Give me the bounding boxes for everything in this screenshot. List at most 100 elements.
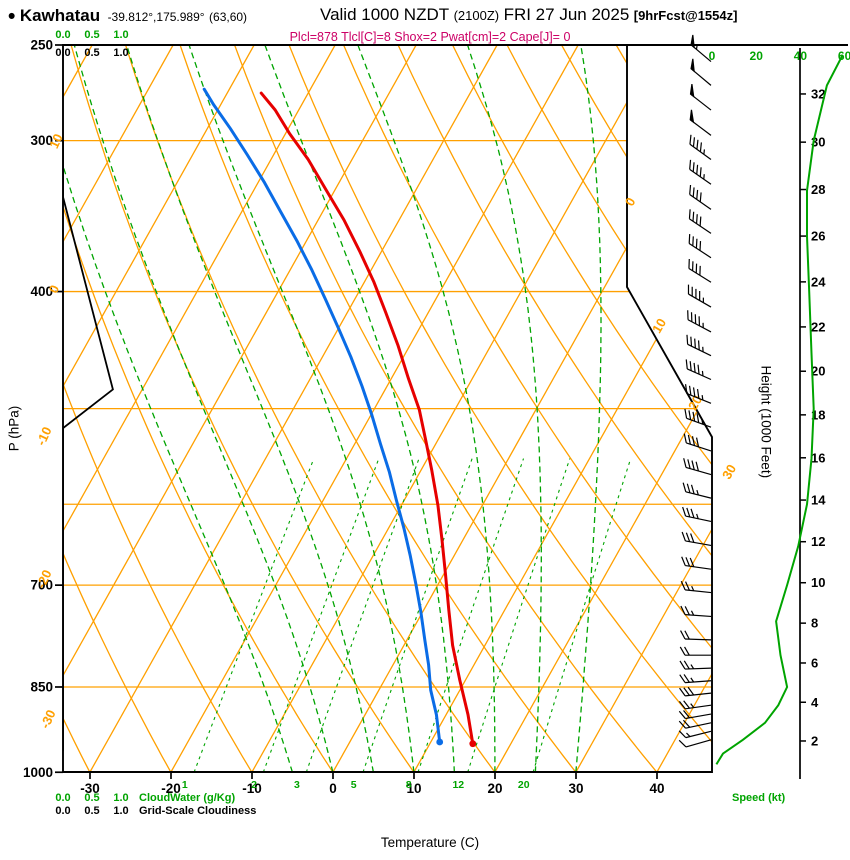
valid-date: FRI 27 Jun 2025 — [503, 5, 630, 24]
surface-dewpoint-dot — [436, 738, 444, 746]
mixing-ratio-label: 5 — [351, 779, 357, 791]
height-tick-label: 28 — [811, 182, 825, 197]
derived-parameters: Plcl=878 Tlcl[C]=8 Shox=2 Pwat[cm]=2 Cap… — [289, 30, 571, 44]
isotherm-line — [251, 45, 660, 772]
pressure-tick-label: 1000 — [23, 765, 53, 780]
scale-tick: 1.0 — [113, 805, 129, 817]
dewpoint-trace — [202, 87, 442, 744]
dry-adiabat-line — [63, 45, 334, 772]
scale-tick: 0.0 — [55, 792, 71, 804]
mixing-ratio-label: 20 — [518, 779, 530, 791]
valid-time: Valid 1000 NZDT — [320, 5, 450, 24]
temperature-tick-label: 20 — [487, 781, 502, 796]
speed-tick-label: 20 — [750, 49, 764, 63]
height-tick-label: 26 — [811, 229, 825, 244]
height-tick-label: 14 — [811, 493, 826, 508]
isotherm-label: 10 — [649, 316, 669, 336]
temperature-tick-label: -20 — [161, 781, 181, 796]
isotherm-label: 30 — [719, 462, 739, 482]
moist-adiabat-line — [466, 45, 542, 772]
temperature-trace — [259, 91, 475, 746]
moist-adiabat-line — [357, 45, 496, 772]
speed-axis-label: Speed (kt) — [732, 792, 786, 804]
valid-header: Valid 1000 NZDT (2100Z) FRI 27 Jun 2025 … — [320, 5, 737, 25]
pressure-ticks: 250 300 400 700 850 1000 — [23, 38, 63, 780]
moist-adiabat-line — [63, 45, 294, 772]
mixing-ratio-line — [417, 458, 525, 772]
pressure-tick-label: 850 — [30, 679, 53, 694]
cloudiness-profile-line — [63, 140, 114, 751]
isotherm-line — [63, 45, 174, 772]
temperature-tick-label: 10 — [406, 781, 421, 796]
isotherm-line — [63, 45, 336, 772]
mixing-ratio-labels: 1 2 3 5 8 12 20 — [182, 779, 530, 791]
speed-tick-label: 0 — [709, 49, 716, 63]
height-tick-label: 12 — [811, 534, 825, 549]
height-tick-label: 20 — [811, 364, 825, 379]
height-tick-label: 16 — [811, 450, 825, 465]
station-bullet: • — [8, 5, 16, 28]
moist-adiabat-line — [575, 45, 602, 772]
height-tick-label: 4 — [811, 695, 819, 710]
temperature-tick-label: 40 — [649, 781, 664, 796]
height-tick-label: 8 — [811, 616, 818, 631]
adiabat-labels: 100-10-20-30 — [33, 131, 66, 730]
cloudwater-axis-label: CloudWater (g/Kg) — [139, 792, 236, 804]
station-grid-ref: (63,60) — [209, 10, 248, 24]
pressure-tick-label: 250 — [30, 38, 53, 53]
adiabat-label: -20 — [33, 567, 55, 590]
pressure-tick-label: 700 — [30, 578, 53, 593]
dry-adiabat-line — [233, 45, 658, 772]
height-tick-label: 2 — [811, 733, 818, 748]
moist-adiabat-line — [188, 45, 415, 772]
pressure-axis-title: P (hPa) — [6, 405, 22, 452]
temperature-ticks: -30 -20 -10 0 10 20 30 40 — [80, 772, 665, 796]
dry-adiabat-line — [452, 45, 712, 772]
moist-adiabat-line — [73, 45, 334, 772]
scale-tick: 0.0 — [55, 47, 71, 59]
background-grid — [63, 45, 712, 772]
mixing-ratio-line — [193, 458, 315, 772]
scale-tick: 1.0 — [113, 47, 129, 59]
dry-adiabat-line — [63, 45, 253, 772]
mixing-ratio-line — [305, 458, 420, 772]
wind-speed-profile — [715, 54, 844, 765]
temperature-tick-label: -10 — [242, 781, 262, 796]
isotherm-labels: 0 10 20 30 — [622, 195, 739, 482]
adiabat-label: 10 — [46, 131, 66, 150]
isotherm-line — [63, 45, 255, 772]
dry-adiabat-line — [70, 45, 415, 772]
dry-adiabat-line — [397, 45, 712, 772]
forecast-ref: [9hrFcst@1554z] — [633, 8, 738, 23]
adiabat-label: -30 — [37, 707, 59, 730]
scale-tick: 0.0 — [55, 29, 71, 41]
mixing-ratio-label: 1 — [182, 779, 188, 791]
scale-tick: 0.5 — [84, 47, 100, 59]
isotherm-line — [89, 45, 498, 772]
sounding-traces — [202, 87, 477, 748]
height-tick-label: 10 — [811, 575, 825, 590]
adiabat-label: -10 — [33, 424, 55, 447]
station-name: Kawhatau — [19, 6, 101, 25]
scale-tick: 0.5 — [84, 805, 100, 817]
dry-adiabat-line — [179, 45, 577, 772]
mixing-ratio-line — [362, 458, 473, 772]
valid-zulu: (2100Z) — [453, 8, 500, 23]
scale-tick: 0.0 — [55, 805, 71, 817]
dry-adiabat-line — [63, 45, 172, 772]
surface-temp-dot — [469, 740, 477, 748]
height-tick-label: 32 — [811, 86, 825, 101]
height-tick-label: 22 — [811, 319, 825, 334]
pressure-tick-label: 300 — [30, 133, 53, 148]
mixing-ratio-label: 2 — [251, 779, 257, 791]
scale-tick: 0.5 — [84, 29, 100, 41]
station-coords: -39.812°,175.989° — [107, 10, 205, 24]
height-tick-label: 6 — [811, 655, 818, 670]
mixing-ratio-label: 8 — [406, 779, 412, 791]
mixing-ratio-label: 12 — [452, 779, 464, 791]
mixing-ratio-line — [262, 458, 380, 772]
scale-tick: 1.0 — [113, 29, 129, 41]
